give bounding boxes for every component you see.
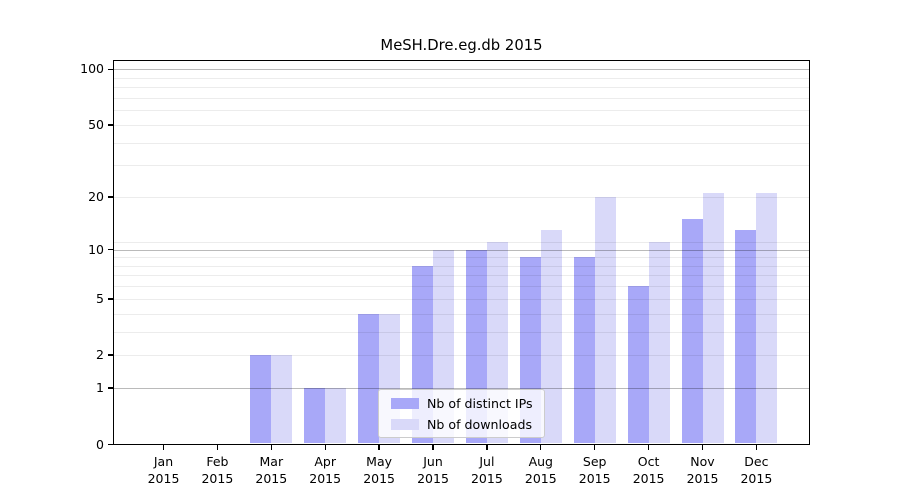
gridline-minor-50: [113, 124, 810, 126]
gridline-minor-60: [113, 110, 810, 112]
y-tick-label-0: 0: [96, 436, 104, 452]
bar-distinct-ips-apr: [304, 388, 326, 444]
legend-entry-distinct-ips: Nb of distinct IPs: [385, 395, 538, 412]
y-tick-100: [108, 68, 113, 70]
bar-downloads-mar: [271, 355, 293, 444]
gridline-major-10: [113, 249, 810, 251]
legend-label-downloads: Nb of downloads: [427, 416, 533, 432]
y-tick-1: [108, 387, 113, 389]
x-tick-label-oct: Oct 2015: [632, 453, 665, 487]
gridline-minor-6: [113, 286, 810, 288]
x-tick-jun: [432, 444, 434, 450]
y-tick-label-1: 1: [96, 380, 104, 396]
y-tick-5: [108, 298, 113, 300]
y-tick-20: [108, 196, 113, 198]
y-tick-2: [108, 354, 113, 356]
x-tick-label-feb: Feb 2015: [201, 453, 234, 487]
legend-swatch-distinct-ips: [391, 397, 419, 409]
bar-downloads-oct: [648, 242, 670, 444]
legend-swatch-downloads: [391, 418, 419, 430]
gridline-minor-40: [113, 142, 810, 144]
x-tick-label-nov: Nov 2015: [686, 453, 719, 487]
gridline-minor-5: [113, 298, 810, 300]
bar-distinct-ips-may: [358, 313, 380, 444]
gridline-minor-90: [113, 77, 810, 79]
x-tick-dec: [755, 444, 758, 450]
x-tick-label-sep: Sep 2015: [578, 453, 611, 487]
x-tick-nov: [701, 444, 704, 450]
x-tick-label-mar: Mar 2015: [255, 453, 288, 487]
y-tick-50: [108, 124, 113, 126]
gridline-major-1: [113, 388, 810, 390]
x-tick-may: [378, 444, 380, 450]
bar-distinct-ips-dec: [735, 229, 757, 444]
gridline-minor-9: [113, 257, 810, 259]
gridline-minor-11: [113, 242, 810, 244]
x-tick-jan: [162, 444, 165, 450]
y-tick-label-2: 2: [96, 347, 104, 363]
bar-downloads-apr: [325, 388, 347, 444]
x-tick-aug: [540, 444, 542, 450]
x-tick-label-jul: Jul 2015: [470, 453, 503, 487]
legend: Nb of distinct IPs Nb of downloads: [378, 389, 545, 438]
gridline-major-100: [113, 69, 810, 71]
gridline-minor-30: [113, 165, 810, 167]
y-tick-10: [108, 248, 113, 251]
x-tick-label-may: May 2015: [363, 453, 395, 487]
bar-downloads-nov: [702, 193, 724, 444]
gridline-minor-2: [113, 355, 810, 357]
y-tick-label-5: 5: [96, 290, 104, 306]
x-tick-label-jun: Jun 2015: [417, 453, 449, 487]
y-tick-0: [108, 443, 113, 446]
bar-distinct-ips-nov: [681, 219, 703, 444]
x-tick-oct: [647, 444, 650, 450]
bar-distinct-ips-sep: [573, 257, 595, 444]
x-tick-feb: [216, 444, 219, 450]
y-tick-label-20: 20: [88, 188, 104, 204]
gridline-minor-80: [113, 87, 810, 89]
gridline-minor-7: [113, 275, 810, 277]
bar-distinct-ips-mar: [250, 355, 272, 444]
gridline-minor-8: [113, 265, 810, 267]
bar-downloads-sep: [594, 196, 616, 444]
x-tick-sep: [594, 444, 596, 450]
gridline-minor-20: [113, 196, 810, 198]
y-tick-label-100: 100: [80, 61, 104, 77]
x-tick-apr: [324, 444, 326, 450]
x-tick-label-aug: Aug 2015: [524, 453, 557, 487]
y-tick-label-50: 50: [88, 116, 104, 132]
legend-label-distinct-ips: Nb of distinct IPs: [427, 395, 533, 411]
bar-downloads-aug: [540, 229, 562, 444]
legend-entry-downloads: Nb of downloads: [385, 416, 538, 433]
gridline-minor-3: [113, 331, 810, 333]
x-tick-jul: [486, 444, 488, 450]
gridline-minor-4: [113, 313, 810, 315]
x-tick-label-dec: Dec 2015: [740, 453, 773, 487]
x-tick-mar: [270, 444, 272, 450]
gridline-minor-70: [113, 97, 810, 99]
x-tick-label-jan: Jan 2015: [147, 453, 180, 487]
bar-distinct-ips-oct: [627, 286, 649, 444]
chart-title: MeSH.Dre.eg.db 2015: [380, 37, 543, 54]
x-tick-label-apr: Apr 2015: [309, 453, 342, 487]
bar-downloads-dec: [756, 193, 778, 444]
y-tick-label-10: 10: [88, 241, 104, 257]
